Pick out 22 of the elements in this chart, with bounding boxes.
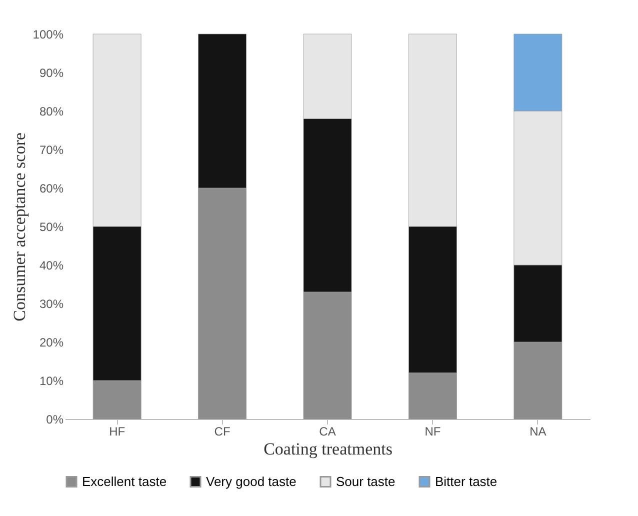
legend-label: Very good taste	[206, 474, 296, 489]
y-tick-label: 100%	[32, 28, 64, 42]
x-tick-label: CF	[214, 424, 230, 438]
y-tick-label: 0%	[46, 412, 64, 426]
legend-label: Sour taste	[336, 474, 396, 489]
y-tick-label: 70%	[39, 143, 64, 157]
x-tick-label: NA	[530, 424, 546, 438]
y-axis-title: Consumer acceptance score	[10, 132, 29, 322]
y-tick-label: 20%	[39, 336, 64, 350]
y-tick-label: 80%	[39, 104, 64, 118]
y-tick-label: 90%	[39, 66, 64, 80]
x-tick-label: CA	[319, 424, 336, 438]
x-tick-label: NF	[424, 424, 441, 438]
y-tick-label: 50%	[39, 220, 64, 234]
y-tick-label: 60%	[39, 182, 64, 196]
y-tick-label: 10%	[39, 374, 64, 388]
x-tick-label: HF	[109, 424, 126, 438]
x-axis-title: Coating treatments	[264, 440, 392, 458]
legend-label: Bitter taste	[435, 474, 498, 489]
legend-label: Excellent taste	[82, 474, 167, 489]
y-tick-label: 40%	[39, 258, 64, 272]
y-tick-label: 30%	[39, 297, 64, 311]
